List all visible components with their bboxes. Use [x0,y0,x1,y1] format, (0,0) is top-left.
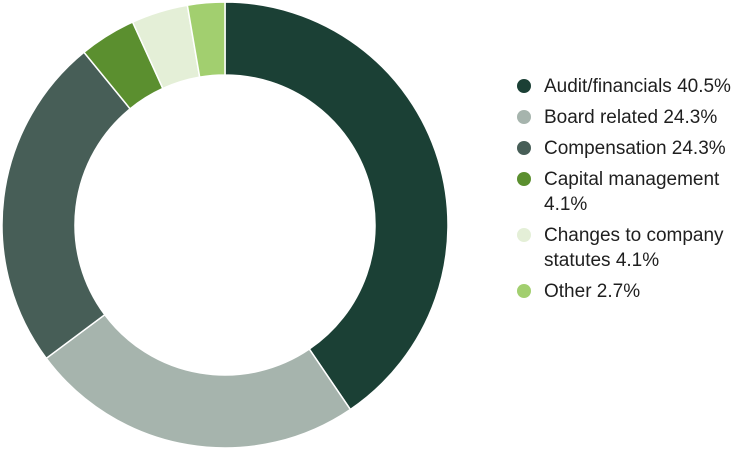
legend-item-changes-to-company-statutes: Changes to company statutes 4.1% [517,223,745,273]
legend-swatch [517,79,531,93]
legend-label: Other 2.7% [544,281,641,302]
legend-swatch [517,172,531,186]
legend-swatch [517,110,531,124]
legend-item-capital-management: Capital management 4.1% [517,167,745,217]
legend-label: Changes to company statutes 4.1% [544,225,724,271]
legend-label: Capital management 4.1% [544,169,720,215]
legend-label: Compensation 24.3% [544,138,726,159]
chart-legend: Audit/financials 40.5% Board related 24.… [517,74,745,310]
donut-slice-5 [186,1,226,79]
legend-swatch [517,228,531,242]
legend-item-compensation: Compensation 24.3% [517,136,745,161]
legend-item-audit-financials: Audit/financials 40.5% [517,74,745,99]
donut-slice-0 [224,1,449,411]
legend-item-board-related: Board related 24.3% [517,105,745,130]
donut-slices [1,1,449,449]
donut-slice-1 [45,313,352,449]
legend-item-other: Other 2.7% [517,279,745,304]
legend-swatch [517,284,531,298]
legend-swatch [517,141,531,155]
legend-label: Audit/financials 40.5% [544,76,731,97]
legend-label: Board related 24.3% [544,107,718,128]
donut-slice-2 [1,51,132,360]
